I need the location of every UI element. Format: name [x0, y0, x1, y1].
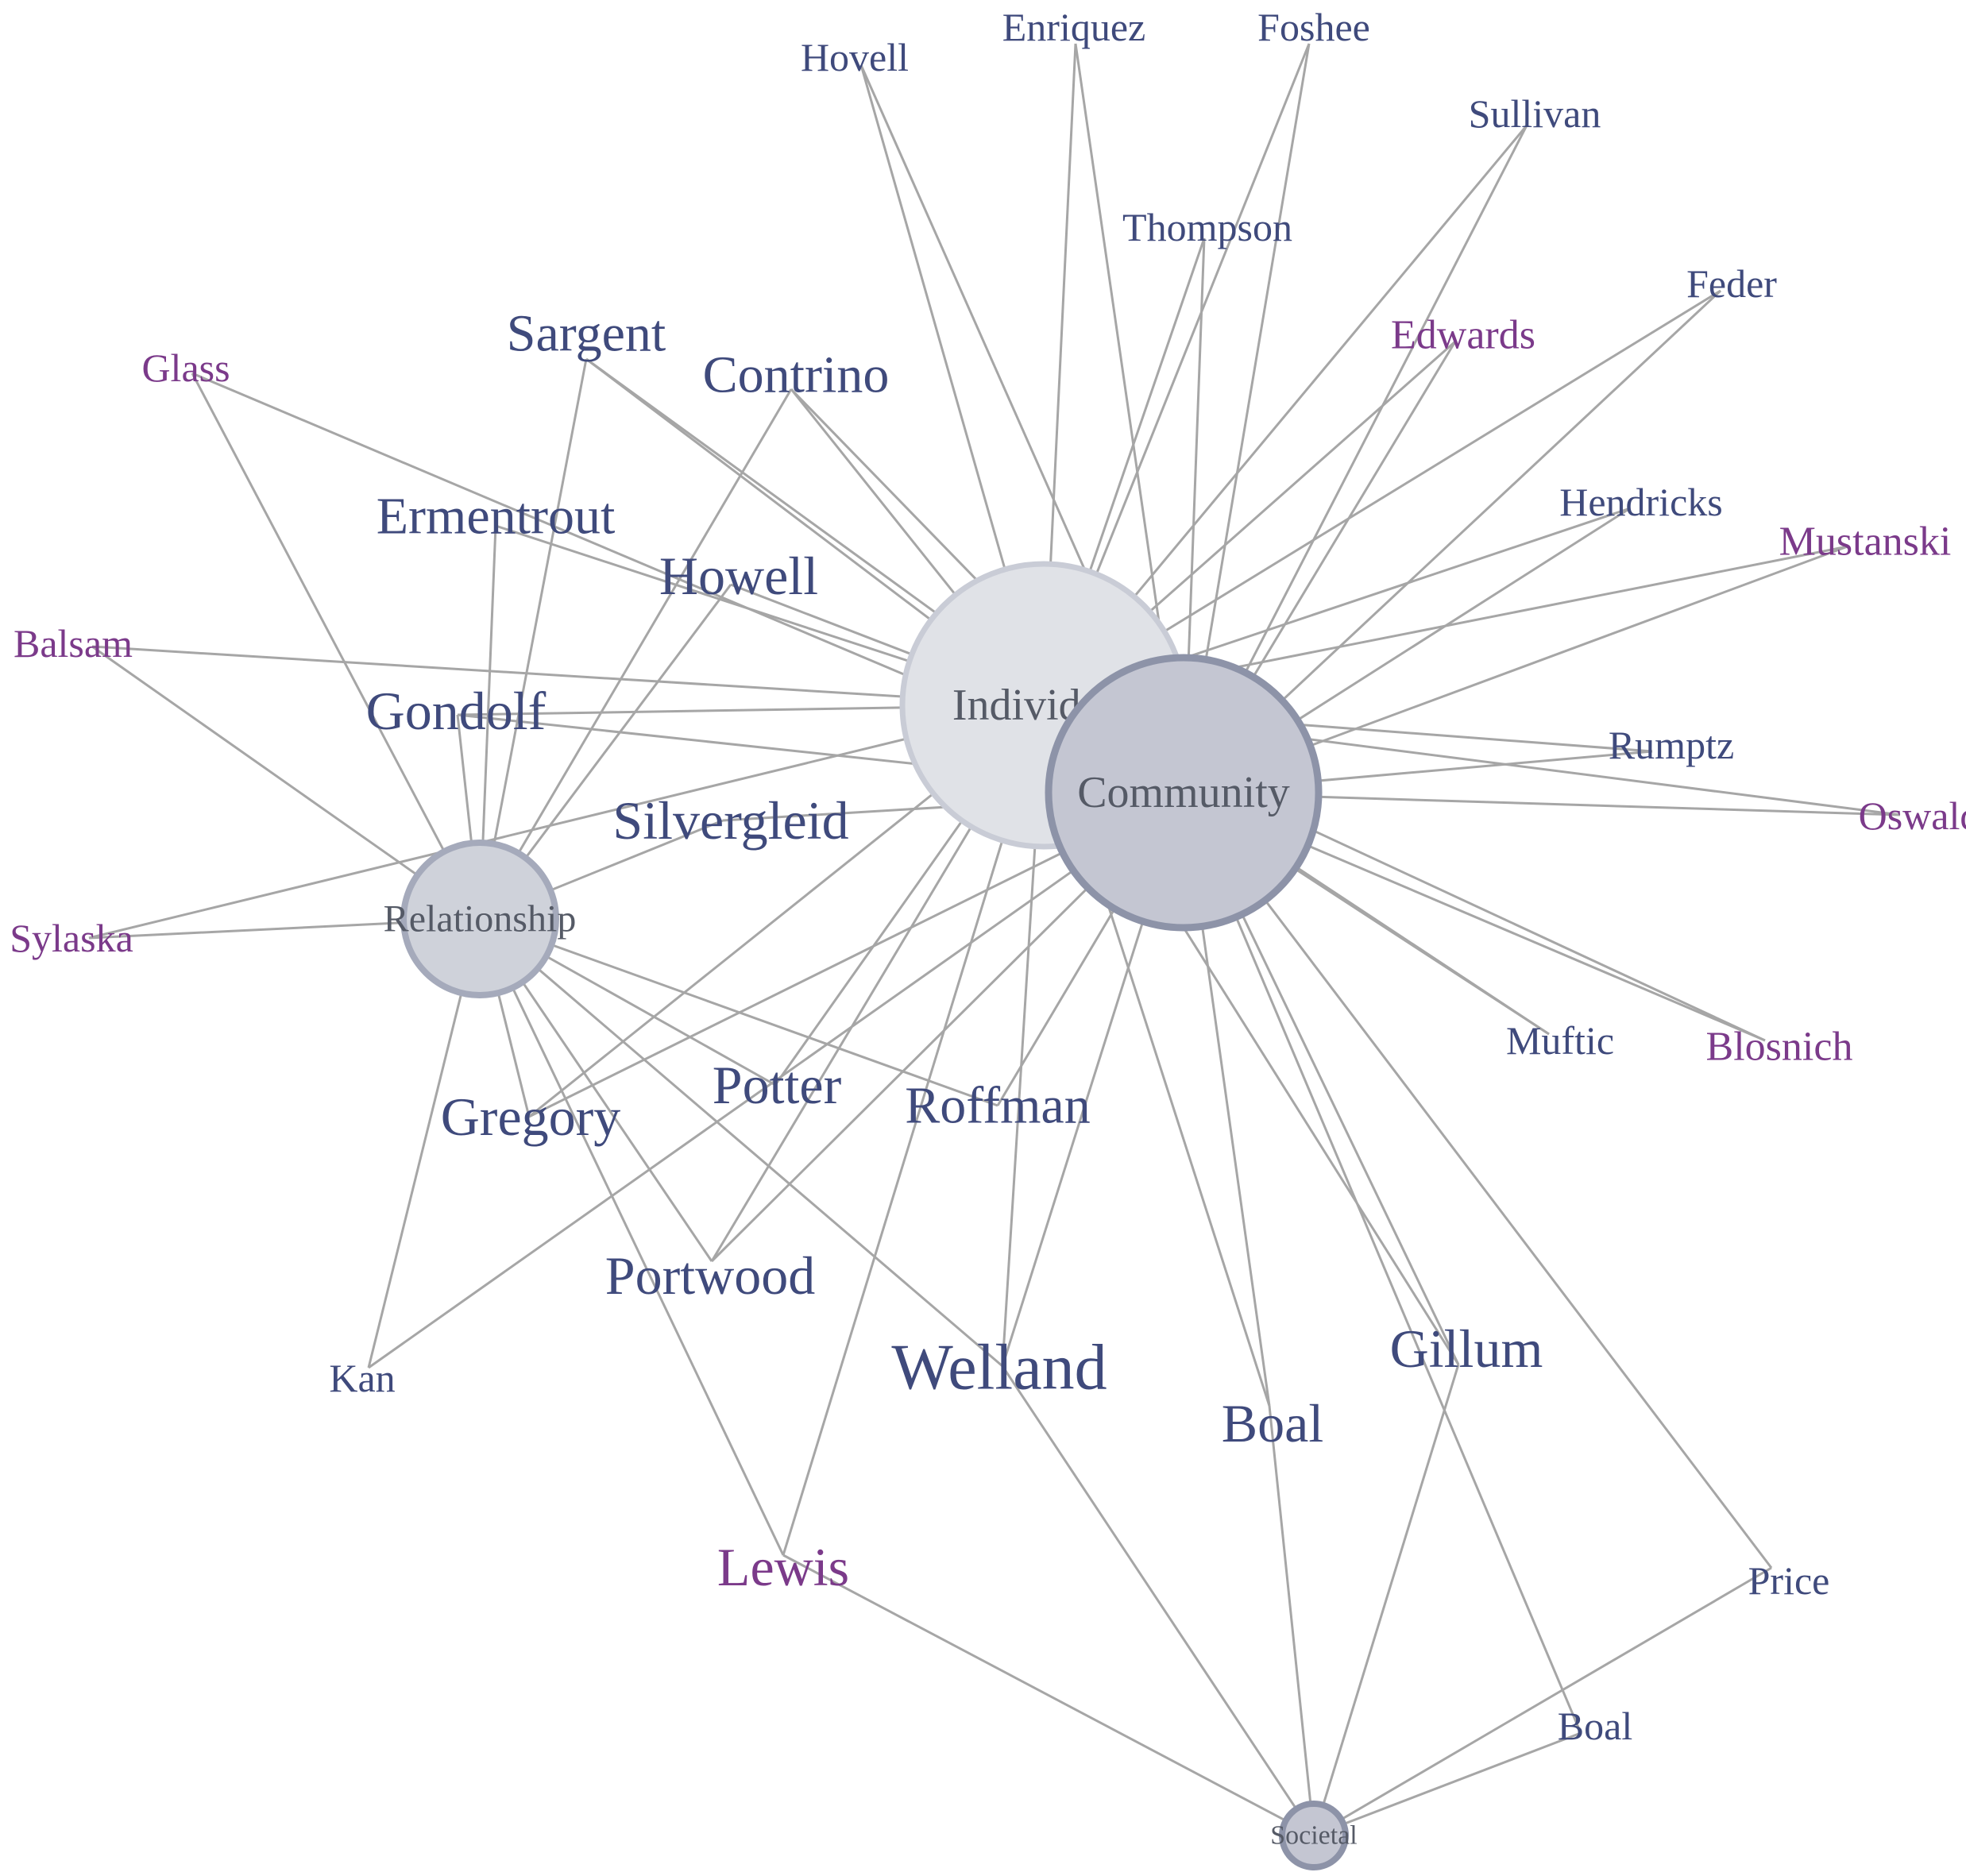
author-node-silvergleid[interactable]: Silvergleid: [612, 790, 848, 851]
edge-price-societal: [1313, 1566, 1772, 1837]
hub-label-societal: Societal: [1270, 1821, 1358, 1851]
author-node-sullivan[interactable]: Sullivan: [1469, 91, 1601, 136]
author-node-sargent[interactable]: Sargent: [507, 305, 666, 363]
author-node-welland[interactable]: Welland: [891, 1331, 1107, 1403]
author-node-muftic[interactable]: Muftic: [1506, 1018, 1614, 1063]
author-node-kan[interactable]: Kan: [329, 1356, 395, 1400]
author-label-layer: Hovell Enriquez Foshee Sullivan Thompson Fede…: [10, 5, 1966, 1748]
hub-label-community: Community: [1077, 768, 1290, 817]
author-node-oswald[interactable]: Oswald: [1859, 793, 1966, 838]
author-node-roffman[interactable]: Roffman: [905, 1077, 1090, 1135]
author-node-potter[interactable]: Potter: [713, 1055, 842, 1115]
edge-balsam-individual: [91, 645, 1045, 707]
hub-node-relationship[interactable]: Relationship: [384, 840, 577, 998]
edge-sylaska-individual: [88, 704, 1045, 940]
author-node-mustanski[interactable]: Mustanski: [1779, 519, 1952, 565]
author-node-sylaska[interactable]: Sylaska: [10, 916, 133, 960]
author-node-portwood[interactable]: Portwood: [605, 1245, 815, 1306]
author-node-enriquez[interactable]: Enriquez: [1002, 5, 1145, 49]
author-node-hovell[interactable]: Hovell: [801, 35, 909, 79]
author-node-ermentrout[interactable]: Ermentrout: [377, 488, 616, 546]
hub-circle-community[interactable]: [1045, 654, 1323, 932]
author-node-balsam[interactable]: Balsam: [14, 621, 133, 666]
hub-circle-societal[interactable]: [1279, 1801, 1349, 1870]
hub-label-relationship: Relationship: [384, 898, 577, 940]
edge-kan-community: [368, 791, 1184, 1369]
edge-boal_mid-societal: [1268, 1405, 1315, 1836]
edge-lewis-societal: [782, 1554, 1315, 1837]
author-node-foshee[interactable]: Foshee: [1257, 5, 1370, 49]
hub-node-societal[interactable]: Societal: [1270, 1801, 1358, 1870]
author-node-feder[interactable]: Feder: [1686, 261, 1777, 306]
author-node-blosnich[interactable]: Blosnich: [1706, 1025, 1853, 1070]
author-node-gondolf[interactable]: Gondolf: [366, 681, 547, 741]
hub-node-community[interactable]: Community: [1045, 654, 1323, 932]
author-node-gregory[interactable]: Gregory: [441, 1087, 621, 1147]
edge-welland-relationship: [479, 917, 1003, 1368]
author-node-hendricks[interactable]: Hendricks: [1559, 480, 1723, 524]
edge-price-community: [1182, 792, 1773, 1569]
author-node-boal_low[interactable]: Boal: [1558, 1704, 1632, 1748]
author-node-glass[interactable]: Glass: [141, 345, 230, 390]
author-node-edwards[interactable]: Edwards: [1391, 313, 1535, 358]
author-node-thompson[interactable]: Thompson: [1122, 205, 1292, 249]
author-node-rumptz[interactable]: Rumptz: [1609, 723, 1734, 767]
edge-welland-societal: [1001, 1365, 1315, 1836]
author-node-price[interactable]: Price: [1748, 1558, 1830, 1603]
edge-lewis-individual: [782, 704, 1045, 1556]
edge-layer: [88, 43, 1901, 1837]
author-node-gillum[interactable]: Gillum: [1390, 1318, 1543, 1379]
author-node-howell[interactable]: Howell: [659, 546, 818, 606]
author-node-boal_mid[interactable]: Boal: [1222, 1393, 1323, 1453]
edge-glass-relationship: [191, 372, 481, 920]
author-node-contrino[interactable]: Contrino: [703, 346, 890, 404]
hub-circle-relationship[interactable]: [400, 840, 559, 998]
edge-boal_low-community: [1182, 792, 1582, 1734]
edge-lewis-relationship: [478, 918, 785, 1556]
author-node-lewis[interactable]: Lewis: [717, 1537, 849, 1597]
edge-roffman-relationship: [479, 917, 998, 1107]
edge-sargent-relationship: [478, 358, 588, 920]
edge-boal_low-societal: [1313, 1731, 1582, 1837]
edge-gillum-societal: [1312, 1364, 1460, 1836]
